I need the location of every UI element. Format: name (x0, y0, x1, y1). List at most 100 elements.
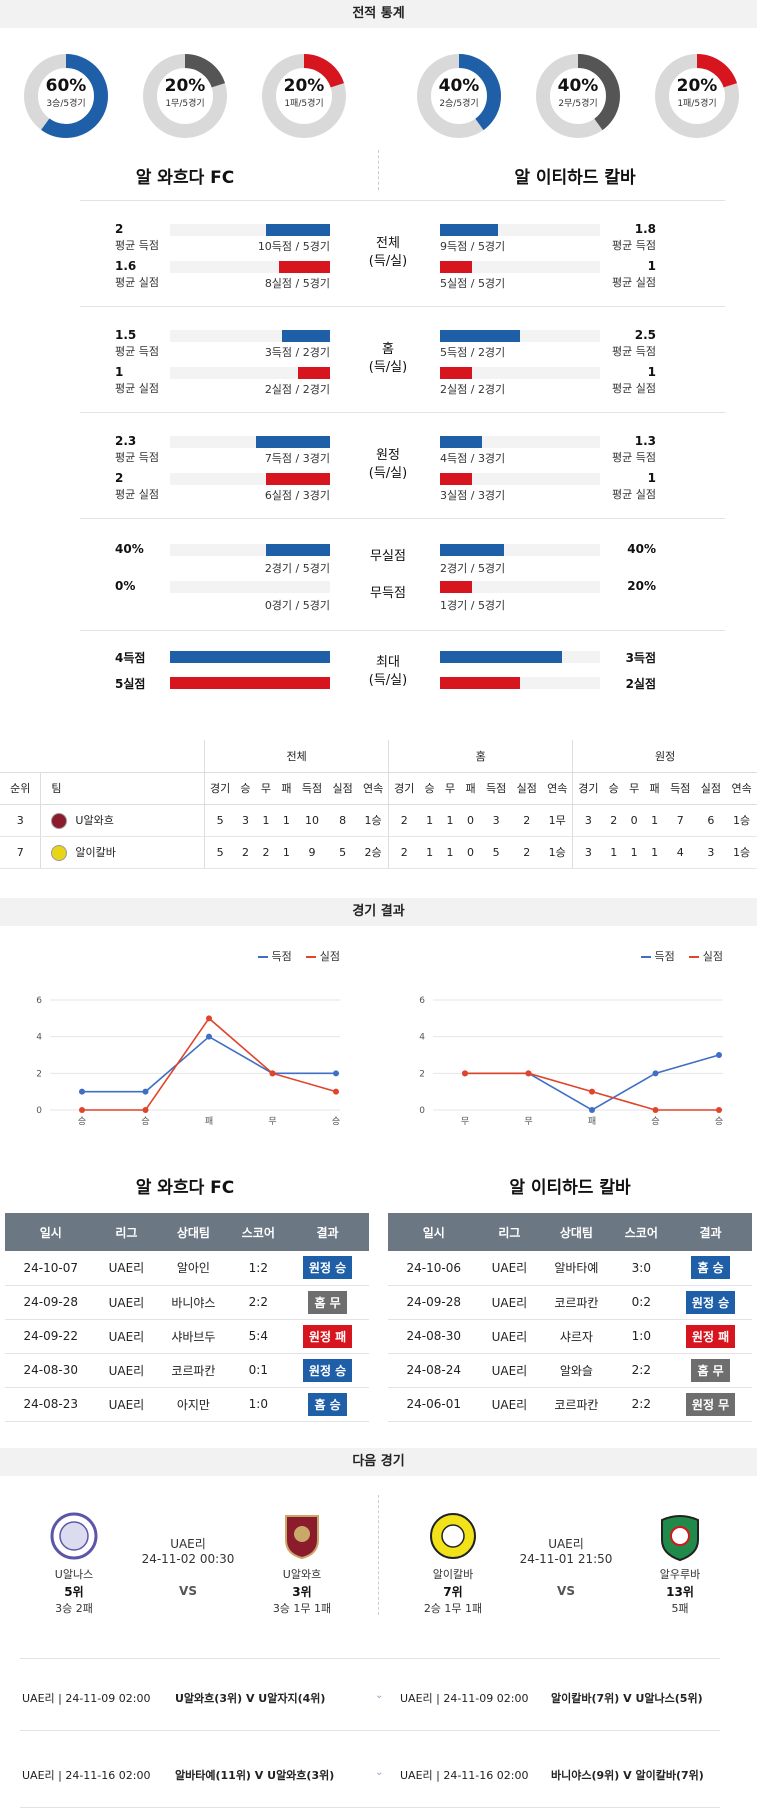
donut-sub: 2무/5경기 (558, 99, 598, 109)
series-point (652, 1070, 659, 1077)
col-rank: 순위 (0, 772, 41, 805)
stat-cell: 1 (419, 836, 440, 869)
match-score: 5:4 (230, 1319, 287, 1354)
away-score-bar (440, 330, 520, 342)
future-league-time: UAE리 | 24-11-09 02:00 (400, 1692, 529, 1705)
match-opponent: 코르파칸 (539, 1387, 614, 1422)
stat-cell: 1무 (542, 804, 573, 837)
standings-table: 전체 홈 원정 순위 팀 경기 승 무 패 득점 실점 연속 경기 승 무 패 득점 실점 연속 경기 승 무 패… (0, 740, 757, 869)
section-header-results: 경기 결과 (0, 898, 757, 926)
home-avg-concede-label: 평균 실점 (115, 382, 159, 395)
col-all-1: 승 (235, 772, 256, 805)
donut-percent: 20% (283, 76, 325, 96)
shield-logo-icon (51, 812, 68, 829)
series-point (79, 1088, 85, 1095)
home-avg-concede: 1.6 (115, 259, 137, 273)
results-header: 결과 (669, 1213, 752, 1251)
match-league: UAE리 (96, 1251, 157, 1286)
max-away-concede-bar-track (440, 677, 600, 689)
stat-category: 원정 (득/실) (368, 448, 408, 481)
col-away-1: 승 (603, 772, 624, 805)
home-results-table: 일시 리그 상대팀 스코어 결과 24-10-07 UAE리 알아인 1:2 원정 승 24-09-… (5, 1213, 369, 1422)
result-badge: 원정 승 (302, 1358, 353, 1382)
rank: 3 (0, 804, 41, 837)
stat-cell: 2 (511, 804, 543, 837)
stat-cell: 4 (664, 836, 696, 869)
away-score-detail: 4득점 / 3경기 (440, 452, 506, 465)
max-away-concede-bar (440, 677, 520, 689)
stat-cell: 3 (572, 836, 604, 869)
home-concede-detail: 2실점 / 2경기 (264, 383, 330, 396)
crest-core (59, 1521, 89, 1551)
team-logo-icon (661, 1515, 699, 1562)
stat-cell: 0 (623, 804, 645, 837)
series-point (716, 1052, 722, 1058)
stat-cell: 3 (695, 836, 727, 869)
results-header: 상대팀 (156, 1213, 231, 1251)
max-away-score: 3득점 (625, 651, 656, 665)
away-score-bar (440, 436, 482, 448)
donut-sub: 1패/5경기 (284, 99, 324, 109)
chevron-down-icon: ⌄ (375, 1767, 384, 1778)
match-league: UAE리 (96, 1285, 157, 1320)
away-concede-detail: 3실점 / 3경기 (440, 489, 506, 502)
y-tick-label: 0 (36, 1106, 42, 1116)
match-date: 24-09-28 (388, 1285, 480, 1320)
col-all-6: 연속 (358, 772, 389, 805)
legend-swatch (305, 956, 316, 958)
donut-chart: 60% 3승/5경기 (22, 52, 110, 140)
results-header: 일시 (5, 1213, 97, 1251)
stat-cell: 10 (296, 804, 328, 837)
divider (80, 306, 725, 307)
results-header: 결과 (286, 1213, 369, 1251)
ball-logo-icon (51, 844, 68, 861)
match-league: UAE리 (479, 1353, 540, 1388)
col-away-4: 득점 (664, 772, 696, 805)
stat-cell: 1승 (726, 804, 757, 837)
series-point (79, 1107, 85, 1113)
future-league-time: UAE리 | 24-11-16 02:00 (22, 1769, 151, 1782)
home-concede-bar-track (170, 473, 330, 485)
next-team-rank: 13위 (666, 1585, 694, 1599)
section-header-next: 다음 경기 (0, 1448, 757, 1476)
team-logo-icon (285, 1515, 319, 1560)
rank: 7 (0, 836, 41, 869)
stat-cell: 1 (439, 836, 461, 869)
legend-swatch (688, 956, 699, 958)
donut-percent: 40% (438, 76, 480, 96)
stat-cell: 5 (327, 836, 358, 869)
legend-label: 실점 (319, 950, 340, 963)
away-avg-concede-label: 평균 실점 (612, 382, 656, 395)
clean-sheet-home-bar (266, 544, 330, 556)
match-score: 1:0 (230, 1387, 287, 1422)
y-tick-label: 4 (419, 1033, 425, 1043)
match-opponent: 알아인 (156, 1251, 231, 1286)
next-team-name: U알나스 (54, 1568, 94, 1581)
series-point (206, 1015, 212, 1022)
next-team-rank: 3위 (292, 1585, 312, 1599)
match-league: UAE리 (479, 1251, 540, 1286)
match-date: 24-09-28 (5, 1285, 97, 1320)
results-row: 24-08-30 UAE리 코르파칸 0:1 원정 승 (5, 1353, 369, 1388)
match-opponent: 알와슬 (539, 1353, 614, 1388)
home-concede-bar (279, 261, 330, 273)
away-avg-score: 1.8 (634, 222, 656, 236)
away-concede-bar (440, 261, 472, 273)
shield-emblem (670, 1526, 690, 1546)
away-team-name-results: 알 이티하드 칼바 (509, 1178, 631, 1198)
stat-cell: 5 (204, 836, 236, 869)
legend-label: 득점 (271, 950, 292, 963)
chart-legend: 득점 실점 (257, 948, 340, 964)
x-tick-label: 승 (332, 1116, 340, 1127)
home-score-bar-track (170, 330, 330, 342)
col-away-2: 무 (623, 772, 645, 805)
col-all-0: 경기 (204, 772, 236, 805)
donut-arc (262, 54, 346, 138)
series-line (465, 1054, 720, 1111)
series-line (82, 1035, 336, 1093)
home-avg-concede-label: 평균 실점 (115, 276, 159, 289)
next-team-record: 5패 (671, 1602, 689, 1615)
results-row: 24-10-06 UAE리 알바타예 3:0 홈 승 (388, 1251, 752, 1286)
donut-sub: 2승/5경기 (439, 99, 479, 109)
stat-cell: 1승 (358, 804, 389, 837)
